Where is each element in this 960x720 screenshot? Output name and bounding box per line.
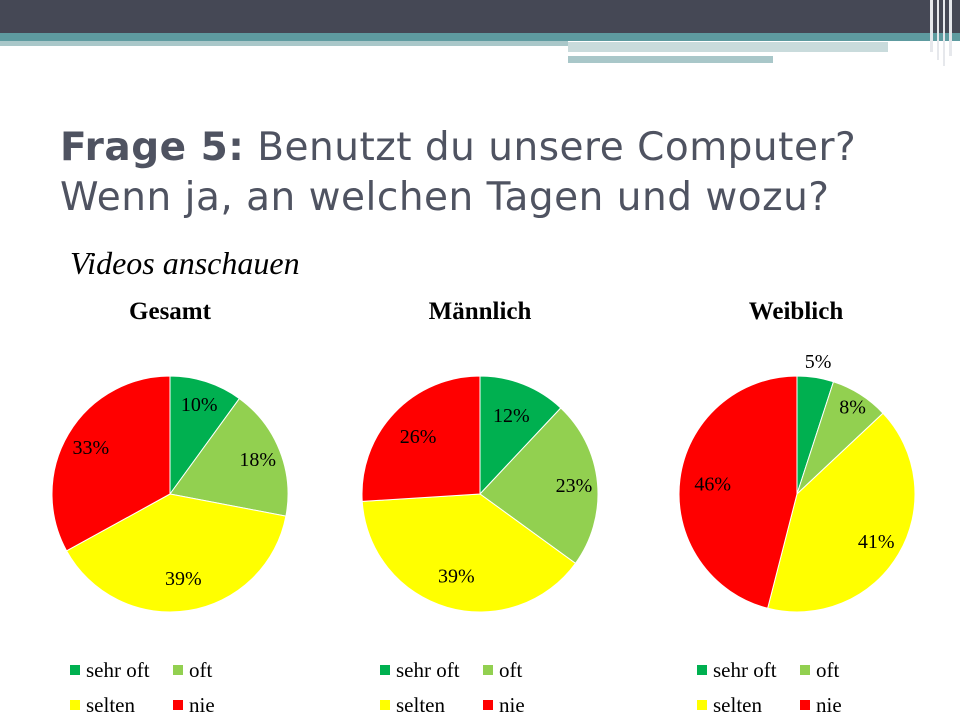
banner-line xyxy=(949,0,952,56)
legend-label: selten xyxy=(86,693,135,717)
legend-swatch xyxy=(800,665,810,675)
data-label-nie: 26% xyxy=(400,426,437,448)
data-label-selten: 39% xyxy=(438,566,475,588)
legend-item-nie: nie xyxy=(800,693,842,718)
legend-label: selten xyxy=(713,693,762,717)
data-label-nie: 46% xyxy=(694,473,731,495)
slide-title-text: Benutzt du unsere Computer? Wenn ja, an … xyxy=(60,125,857,220)
slide-title: Frage 5: Benutzt du unsere Computer? Wen… xyxy=(60,123,940,223)
data-label-oft: 8% xyxy=(839,396,866,418)
banner-line xyxy=(930,0,933,52)
legend-label: oft xyxy=(499,658,523,682)
chart-title-gesamt: Gesamt xyxy=(129,298,211,325)
legend-swatch xyxy=(800,700,810,710)
banner-teal-bar xyxy=(0,33,960,41)
legend-item-sehr-oft: sehr oft xyxy=(697,658,777,683)
banner-line xyxy=(943,0,945,66)
pie-slice-oft xyxy=(169,397,289,517)
chart-title-maennlich: Männlich xyxy=(428,298,532,325)
legend-item-selten: selten xyxy=(380,693,445,718)
chart-legend: sehr oft oft selten nie xyxy=(380,658,640,718)
banner-dark-bar xyxy=(0,0,960,33)
legend-label: selten xyxy=(396,693,445,717)
banner-light-bar xyxy=(568,56,773,63)
legend-label: nie xyxy=(816,693,842,717)
data-label-selten: 41% xyxy=(858,531,895,553)
data-label-sehr-oft: 5% xyxy=(805,351,832,373)
banner-line xyxy=(937,0,939,60)
pie-slice-selten xyxy=(767,412,916,613)
legend-swatch xyxy=(70,665,80,675)
data-label-oft: 23% xyxy=(556,475,593,497)
legend-swatch xyxy=(70,700,80,710)
legend-item-sehr-oft: sehr oft xyxy=(70,658,150,683)
data-label-oft: 18% xyxy=(239,449,276,471)
legend-label: sehr oft xyxy=(713,658,777,682)
pie-slice-nie xyxy=(361,375,481,502)
legend-item-oft: oft xyxy=(800,658,839,683)
slide-subtitle: Videos anschauen xyxy=(70,245,300,281)
legend-label: sehr oft xyxy=(396,658,460,682)
legend-swatch xyxy=(173,665,183,675)
legend-item-selten: selten xyxy=(697,693,762,718)
chart-legend: sehr oft oft selten nie xyxy=(70,658,330,718)
legend-item-nie: nie xyxy=(483,693,525,718)
legend-label: nie xyxy=(189,693,215,717)
pie-slice-selten xyxy=(361,493,577,613)
data-label-nie: 33% xyxy=(72,437,109,459)
decorative-banner xyxy=(0,0,960,70)
legend-label: oft xyxy=(189,658,213,682)
legend-swatch xyxy=(483,665,493,675)
pie-slice-sehr-oft xyxy=(479,375,562,496)
banner-light-bar xyxy=(568,42,888,52)
legend-label: oft xyxy=(816,658,840,682)
legend-item-oft: oft xyxy=(173,658,212,683)
legend-swatch xyxy=(697,700,707,710)
slide-title-question: Frage 5: xyxy=(60,125,245,170)
pie-slice-oft xyxy=(479,407,599,565)
legend-item-selten: selten xyxy=(70,693,135,718)
legend-item-sehr-oft: sehr oft xyxy=(380,658,460,683)
legend-item-nie: nie xyxy=(173,693,215,718)
chart-title-weiblich: Weiblich xyxy=(748,298,844,325)
legend-label: nie xyxy=(499,693,525,717)
data-label-sehr-oft: 12% xyxy=(493,405,530,427)
pie-slice-nie xyxy=(51,375,171,552)
data-label-selten: 39% xyxy=(165,568,202,590)
pie-slice-nie xyxy=(678,375,798,609)
legend-label: sehr oft xyxy=(86,658,150,682)
pie-slice-sehr-oft xyxy=(169,375,241,496)
legend-swatch xyxy=(173,700,183,710)
banner-light-bar xyxy=(0,41,568,46)
legend-swatch xyxy=(483,700,493,710)
data-label-sehr-oft: 10% xyxy=(181,394,218,416)
legend-item-oft: oft xyxy=(483,658,522,683)
legend-swatch xyxy=(380,700,390,710)
pie-slice-selten xyxy=(65,493,287,613)
legend-swatch xyxy=(380,665,390,675)
chart-legend: sehr oft oft selten nie xyxy=(697,658,957,718)
legend-swatch xyxy=(697,665,707,675)
